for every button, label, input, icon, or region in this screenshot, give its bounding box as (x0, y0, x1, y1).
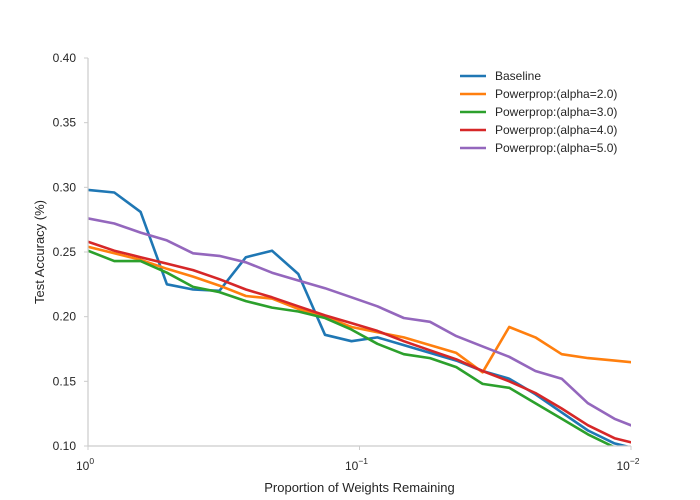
legend: Baseline Powerprop:(alpha=2.0) Powerprop:(… (460, 69, 617, 155)
series-line-1 (88, 188, 631, 446)
legend-label: Powerprop:(alpha=2.0) (495, 87, 617, 101)
series-line-5 (88, 217, 631, 427)
y-tick-label: 0.35 (53, 116, 77, 130)
series-line-3 (88, 249, 615, 446)
series-line-2 (88, 245, 631, 374)
x-axis-title: Proportion of Weights Remaining (264, 480, 455, 495)
x-tick-label: 100 (76, 456, 94, 473)
y-axis-title: Test Accuracy (%) (32, 200, 47, 304)
x-tick-base: 10 (616, 459, 630, 473)
series-layer (88, 188, 631, 446)
x-tick-label: 10−1 (345, 456, 368, 473)
y-tick-label: 0.15 (53, 374, 77, 388)
y-tick-label: 0.40 (53, 51, 77, 65)
x-tick-base: 10 (76, 459, 90, 473)
legend-label: Baseline (495, 69, 541, 83)
y-tick-label: 0.25 (53, 245, 77, 259)
y-axis-ticks: 0.10 0.15 0.20 0.25 0.30 0.35 0.40 (53, 51, 88, 453)
x-tick-exponent: −2 (630, 456, 640, 466)
y-tick-label: 0.20 (53, 310, 77, 324)
x-tick-exponent: 0 (89, 456, 94, 466)
series-line-4 (88, 240, 631, 444)
x-tick-label: 10−2 (616, 456, 639, 473)
legend-label: Powerprop:(alpha=5.0) (495, 141, 617, 155)
legend-label: Powerprop:(alpha=3.0) (495, 105, 617, 119)
x-tick-base: 10 (345, 459, 359, 473)
y-tick-label: 0.30 (53, 180, 77, 194)
y-tick-label: 0.10 (53, 439, 77, 453)
x-axis-ticks: 100 10−1 10−2 (76, 446, 640, 473)
legend-label: Powerprop:(alpha=4.0) (495, 123, 617, 137)
x-tick-exponent: −1 (358, 456, 368, 466)
